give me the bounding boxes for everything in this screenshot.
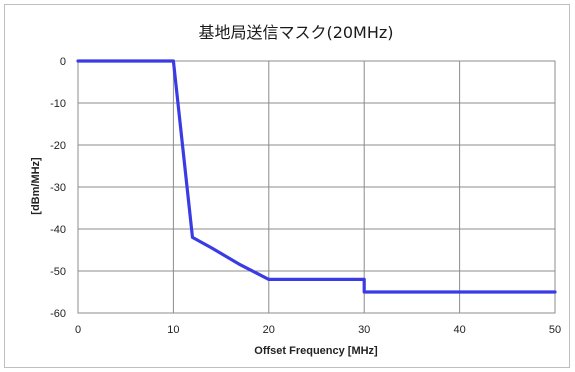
y-tick-label: -60	[50, 308, 66, 320]
y-tick-labels: 0 -10 -20 -30 -40 -50 -60	[50, 56, 66, 320]
series-group	[76, 59, 557, 294]
x-tick-label: 20	[263, 324, 275, 336]
y-tick-label: -10	[50, 98, 66, 110]
y-tick-label: -40	[50, 224, 66, 236]
x-tick-label: 40	[453, 324, 465, 336]
x-tick-labels: 0 10 20 30 40 50	[75, 324, 561, 336]
y-axis-label: [dBm/MHz]	[30, 157, 42, 215]
y-tick-label: -20	[50, 140, 66, 152]
x-tick-label: 30	[358, 324, 370, 336]
plot-border	[77, 60, 556, 314]
grid-lines	[77, 60, 556, 314]
y-tick-label: -50	[50, 266, 66, 278]
x-axis-label: Offset Frequency [MHz]	[254, 345, 378, 357]
x-tick-label: 50	[549, 324, 561, 336]
x-tick-label: 10	[167, 324, 179, 336]
chart-area	[4, 4, 570, 368]
series-line	[76, 59, 557, 294]
y-tick-label: 0	[60, 56, 66, 68]
y-tick-label: -30	[50, 182, 66, 194]
x-tick-label: 0	[75, 324, 81, 336]
chart-title: 基地局送信マスク(20MHz)	[198, 23, 393, 42]
